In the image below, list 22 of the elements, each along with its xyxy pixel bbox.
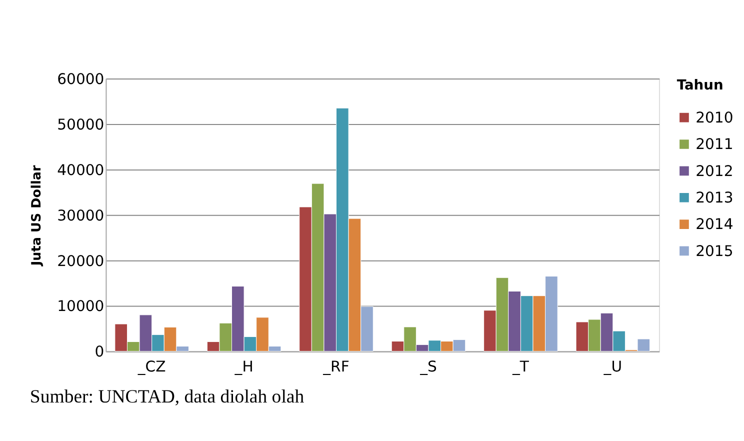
x-tick-label: _S (419, 358, 437, 376)
x-tick-label: _CZ (136, 358, 166, 376)
y-axis-title: Juta US Dollar (29, 164, 44, 267)
legend-label: 2010 (696, 110, 734, 127)
x-tick-label: _T (511, 358, 530, 376)
legend-label: 2015 (696, 242, 734, 260)
legend-label: 2013 (696, 190, 734, 207)
y-tick-label: 50000 (57, 116, 104, 134)
legend-label: 2012 (696, 162, 734, 180)
x-tick-label: _H (234, 358, 254, 376)
x-tick-label: _RF (322, 358, 350, 376)
y-tick-label: 10000 (57, 298, 104, 316)
legend-label: 2011 (696, 136, 734, 154)
y-tick-label: 30000 (57, 207, 104, 224)
y-tick-label: 60000 (57, 70, 104, 88)
y-tick-label: 0 (94, 344, 104, 361)
x-tick-label: _U (602, 358, 622, 376)
legend-title: Tahun (676, 77, 724, 94)
y-tick-label: 20000 (57, 252, 104, 270)
text: Sumber: UNCTAD, data diolah olah (30, 386, 305, 408)
legend-label: 2014 (696, 216, 734, 234)
y-tick-label: 40000 (57, 162, 104, 179)
